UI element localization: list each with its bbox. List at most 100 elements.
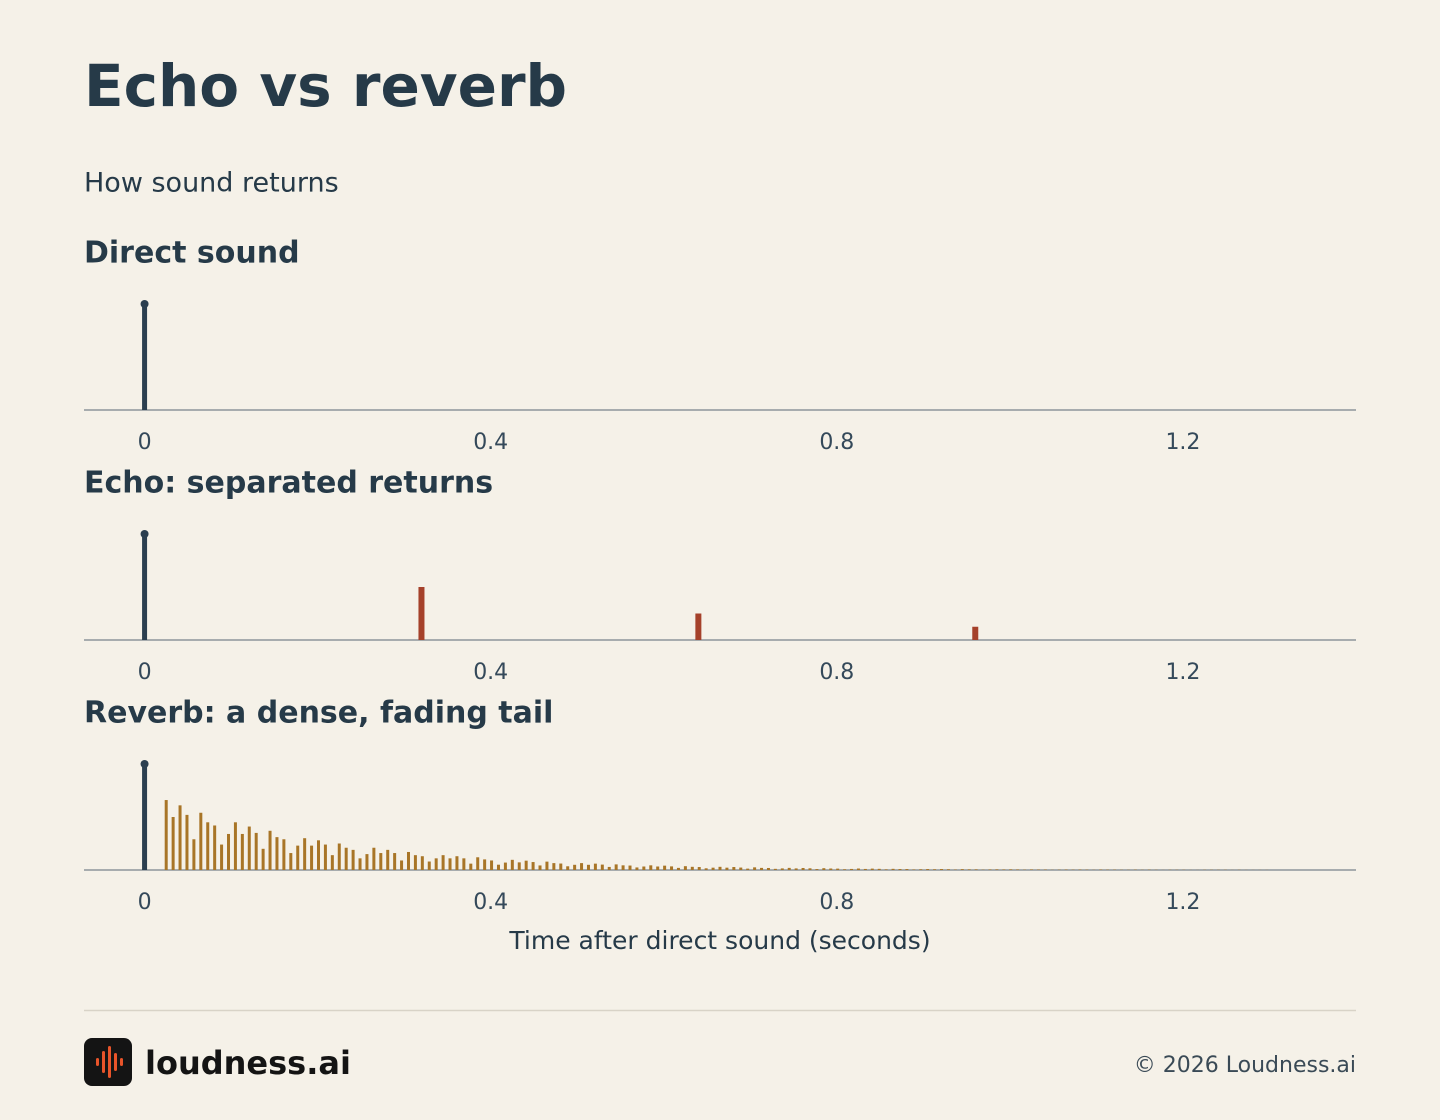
- stem: [974, 869, 978, 870]
- x-tick-label: 0.4: [473, 660, 508, 685]
- stem: [351, 849, 355, 870]
- stem: [732, 867, 736, 870]
- stem: [912, 869, 916, 870]
- stem: [891, 868, 895, 870]
- stem: [725, 867, 729, 870]
- stem: [254, 832, 258, 870]
- stem: [524, 860, 528, 870]
- subtitle: How sound returns: [84, 168, 339, 199]
- stem: [393, 853, 397, 870]
- stem: [995, 869, 999, 870]
- stem: [372, 847, 376, 870]
- stem: [988, 869, 992, 870]
- stem: [310, 845, 314, 870]
- x-tick-label: 0.4: [473, 430, 508, 455]
- x-tick-label: 0: [138, 890, 152, 915]
- stem: [1016, 869, 1020, 870]
- stem: [663, 865, 667, 870]
- copyright: © 2026 Loudness.ai: [1134, 1053, 1356, 1078]
- stem: [780, 868, 784, 870]
- stem: [517, 862, 521, 870]
- stem: [628, 865, 632, 870]
- stem: [926, 869, 930, 870]
- stem: [919, 869, 923, 870]
- stem: [171, 817, 175, 870]
- stem: [503, 862, 507, 870]
- x-tick-label: 1.2: [1165, 660, 1200, 685]
- stem: [178, 805, 182, 870]
- stem: [863, 868, 867, 870]
- stem: [600, 864, 604, 870]
- stem: [856, 868, 860, 870]
- stem: [573, 864, 577, 870]
- stem: [593, 863, 597, 870]
- stem: [420, 856, 424, 870]
- logo: [84, 1038, 132, 1086]
- stem: [801, 867, 805, 870]
- stem-cap: [140, 300, 149, 308]
- stem: [379, 853, 383, 870]
- stem: [704, 868, 708, 870]
- stem: [185, 814, 189, 870]
- stem: [649, 865, 653, 870]
- panel-title: Reverb: a dense, fading tail: [84, 696, 553, 731]
- stem: [933, 869, 937, 870]
- stem: [510, 859, 514, 870]
- stem: [233, 822, 237, 870]
- stem: [303, 838, 307, 870]
- stem: [642, 866, 646, 870]
- stem: [531, 862, 535, 870]
- brand: loudness.ai: [145, 1044, 351, 1082]
- stem: [967, 869, 971, 870]
- x-tick-label: 0.4: [473, 890, 508, 915]
- stem: [808, 868, 812, 870]
- stem: [898, 869, 902, 870]
- stem: [822, 868, 826, 870]
- stem: [289, 853, 293, 870]
- x-tick-label: 0.8: [819, 890, 854, 915]
- page-title: Echo vs reverb: [84, 52, 567, 120]
- stem: [268, 830, 272, 870]
- stem: [746, 868, 750, 870]
- stem: [766, 867, 770, 870]
- stem: [843, 869, 847, 870]
- stem: [213, 825, 217, 870]
- x-axis-label: Time after direct sound (seconds): [508, 926, 930, 955]
- stem: [690, 866, 694, 870]
- stem-cap: [140, 530, 149, 538]
- stem: [670, 866, 674, 870]
- stem: [877, 868, 881, 870]
- stem: [972, 626, 979, 640]
- stem: [323, 844, 327, 870]
- stem: [427, 861, 431, 870]
- stem: [142, 534, 148, 640]
- x-tick-label: 0: [138, 660, 152, 685]
- stem: [656, 866, 660, 870]
- stem: [695, 613, 702, 640]
- stem: [940, 869, 944, 870]
- stem: [946, 869, 950, 870]
- stem: [635, 867, 639, 870]
- stem: [697, 867, 701, 870]
- x-tick-label: 1.2: [1165, 890, 1200, 915]
- stem: [365, 854, 369, 870]
- stem: [142, 304, 148, 410]
- stem-cap: [140, 760, 149, 768]
- stem: [739, 867, 743, 870]
- stem: [794, 868, 798, 870]
- stem: [240, 833, 244, 870]
- stem: [718, 866, 722, 870]
- stem: [850, 868, 854, 870]
- stem: [960, 869, 964, 870]
- stem: [566, 866, 570, 870]
- stem: [586, 864, 590, 870]
- stem: [469, 863, 473, 870]
- stem: [1009, 869, 1013, 870]
- stem: [406, 851, 410, 870]
- stem: [496, 864, 500, 870]
- stem: [418, 587, 425, 640]
- stem: [580, 863, 584, 870]
- stem: [760, 867, 764, 870]
- stem: [683, 866, 687, 870]
